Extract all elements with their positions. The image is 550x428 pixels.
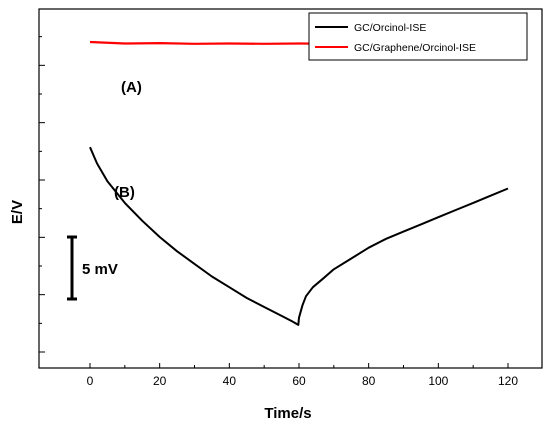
legend-box — [308, 12, 528, 61]
plot-frame — [38, 8, 543, 369]
scale-bar-label: 5 mV — [82, 261, 118, 278]
x-axis-title: Time/s — [264, 405, 311, 422]
y-axis-ticks — [39, 36, 45, 353]
y-axis-title: E/V — [9, 200, 26, 224]
scale-bar: 5 mV — [67, 235, 118, 301]
x-tick-label: 60 — [292, 374, 306, 388]
series-a-label: (A) — [121, 79, 142, 96]
x-tick-label: 40 — [223, 374, 237, 388]
x-tick-label: 120 — [498, 374, 518, 388]
x-axis-ticks: 0 20 40 60 80 100 120 — [87, 363, 518, 388]
x-tick-label: 20 — [153, 374, 167, 388]
legend: GC/Orcinol-ISE GC/Graphene/Orcinol-ISE — [308, 12, 528, 61]
x-tick-label: 100 — [428, 374, 448, 388]
x-tick-label: 0 — [87, 374, 94, 388]
series-line-orcinol-ise — [89, 146, 509, 326]
x-tick-label: 80 — [362, 374, 376, 388]
legend-label-graphene-orcinol-ise: GC/Graphene/Orcinol-ISE — [354, 42, 476, 54]
legend-label-orcinol-ise: GC/Orcinol-ISE — [354, 22, 426, 34]
series-b-label: (B) — [114, 184, 135, 201]
